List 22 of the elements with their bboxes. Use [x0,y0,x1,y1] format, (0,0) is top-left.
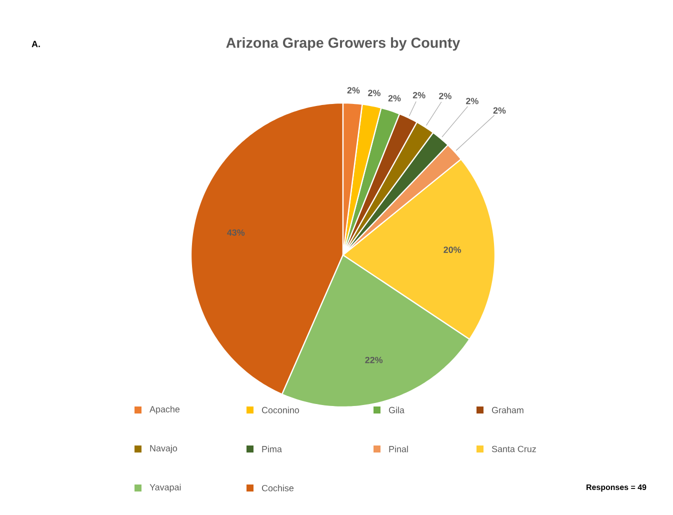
legend-label: Yavapai [150,484,181,492]
text: A. [32,40,40,48]
data-label: 2% [439,92,452,100]
legend-label: Navajo [150,444,178,454]
data-label: 2% [493,107,506,114]
data-label: 20% [444,246,462,253]
legend-label: Pinal [389,446,408,452]
data-label: 2% [368,90,380,96]
data-label: 43% [227,229,245,236]
data-label: 2% [412,92,426,98]
legend-label: Apache [150,406,180,414]
data-label: 2% [347,87,360,94]
legend-label: Gila [388,406,404,414]
chart-title: Arizona Grape Growers by County [226,37,460,51]
data-label: 2% [466,98,478,104]
data-label: 2% [388,95,401,102]
legend-label: Graham [492,406,524,414]
legend-label: Pima [262,446,282,452]
legend-label: Santa Cruz [492,446,536,452]
legend-label: Cochise [262,484,294,492]
legend-label: Coconino [262,406,300,414]
data-label: 22% [365,356,383,364]
